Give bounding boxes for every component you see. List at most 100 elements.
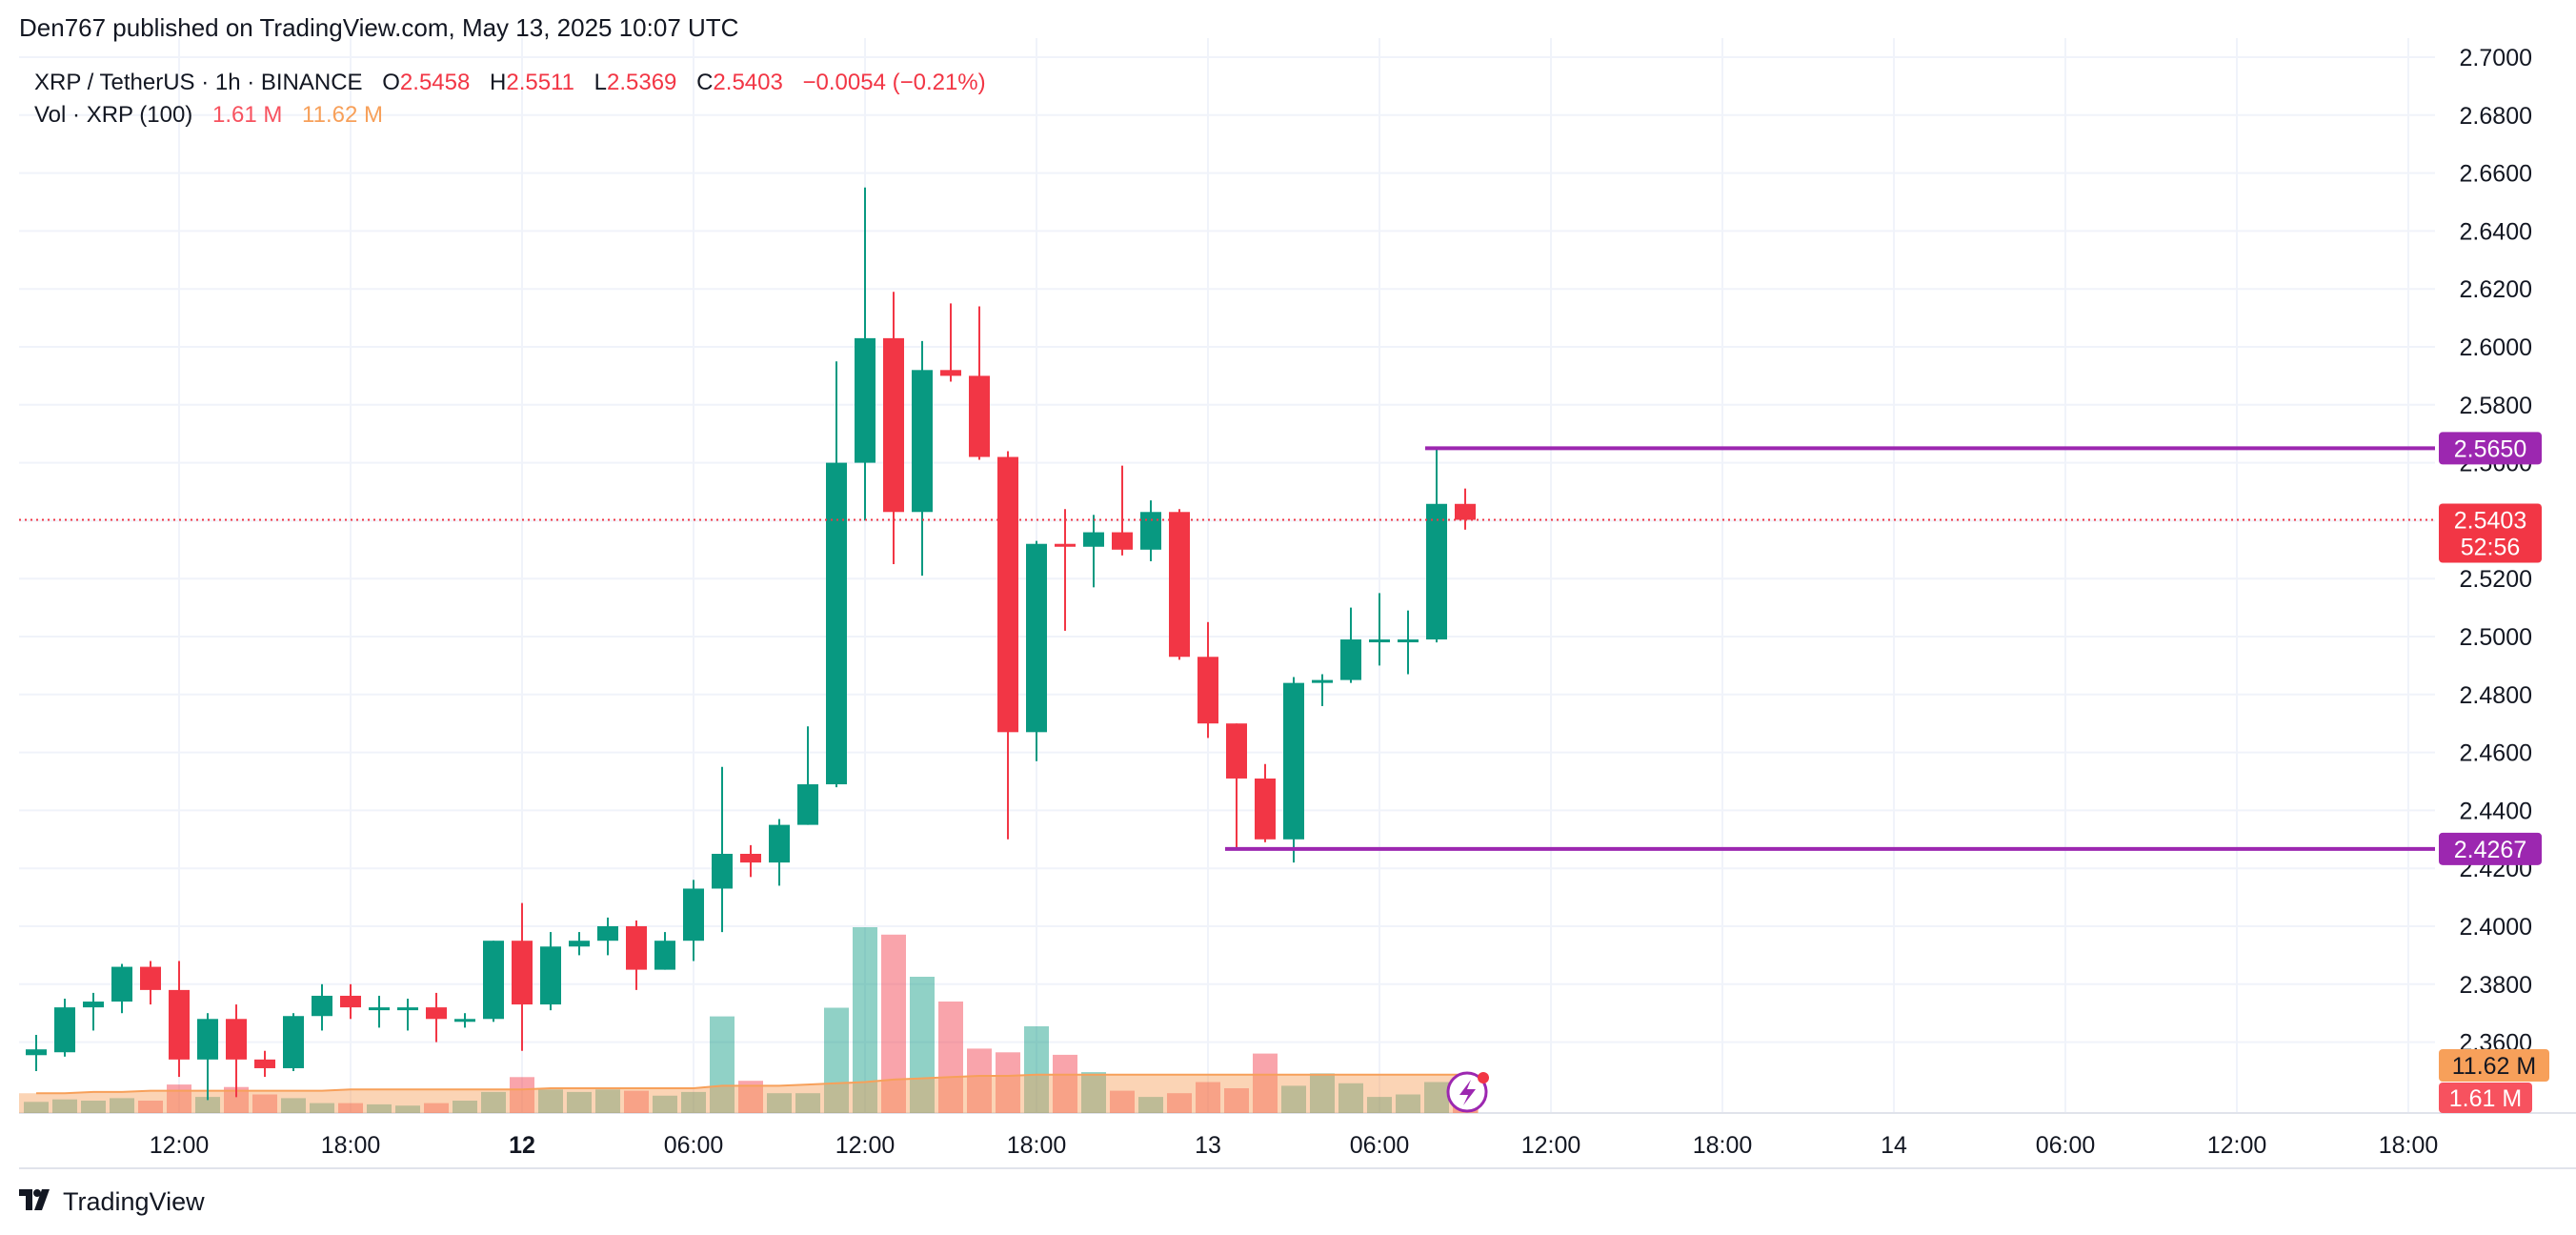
price-axis: 2.7000 2.6800 2.6600 2.6400 2.6200 2.6000 2.58…: [2439, 45, 2549, 1113]
volume-bar: [1053, 1054, 1077, 1113]
volume-bar: [1081, 1072, 1106, 1113]
legend-close-value: 2.5403: [713, 70, 783, 95]
brand-name: TradingView: [63, 1187, 205, 1216]
volume-bar: [967, 1048, 992, 1113]
volume-bar: [424, 1103, 449, 1113]
candle-down: [969, 375, 990, 457]
volume-bar: [338, 1103, 363, 1113]
volume-bar: [310, 1103, 334, 1113]
candle-up: [797, 784, 818, 825]
candle-up: [1398, 639, 1419, 643]
volume-bar: [1281, 1085, 1306, 1113]
volume-bar: [81, 1101, 106, 1113]
legend-open-value: 2.5458: [399, 70, 471, 95]
level-badge-label: 2.5650: [2454, 435, 2526, 462]
volume-bar: [281, 1098, 306, 1113]
lightning-icon[interactable]: [1446, 1071, 1489, 1113]
candle-up: [912, 370, 933, 513]
time-tick-label: 06:00: [1350, 1132, 1410, 1159]
time-tick-label: 12: [509, 1132, 535, 1159]
price-tick-label: 2.5800: [2460, 393, 2532, 419]
volume-bar: [910, 977, 935, 1113]
candle-down: [426, 1007, 447, 1020]
brand[interactable]: TradingView: [19, 1187, 205, 1217]
price-tick-label: 2.6800: [2460, 103, 2532, 130]
time-tick-label: 18:00: [1007, 1132, 1067, 1159]
volume-bar: [24, 1102, 49, 1113]
time-tick-label: 18:00: [321, 1132, 381, 1159]
volume-bar: [1310, 1073, 1335, 1113]
price-levels: [19, 446, 2435, 851]
legend-price-row: XRP / TetherUS · 1h · BINANCE O2.5458 H2…: [34, 67, 986, 99]
time-axis: 12:00 18:00 12 06:00 12:00 18:00 13 06:00 12:00 1…: [150, 1132, 2439, 1159]
grid: [19, 38, 2576, 1169]
candle-down: [140, 966, 161, 990]
candle-up: [83, 1002, 104, 1008]
price-tick-label: 2.6400: [2460, 218, 2532, 245]
volume-badge-label: 1.61 M: [2449, 1085, 2522, 1112]
candle-up: [1026, 543, 1047, 733]
volume-bar: [395, 1105, 420, 1113]
candle-up: [1426, 503, 1447, 640]
volume-ma-badge: [2439, 1049, 2549, 1082]
volume-ma-line: [36, 1073, 1465, 1095]
legend-symbol[interactable]: XRP / TetherUS · 1h · BINANCE: [34, 70, 363, 95]
volume-bar: [1396, 1094, 1420, 1113]
volume-bar: [938, 1002, 963, 1113]
time-tick-label: 13: [1195, 1132, 1221, 1159]
candle-up: [540, 946, 561, 1005]
volume-bar: [453, 1101, 477, 1113]
time-tick-label: 06:00: [664, 1132, 724, 1159]
candle-up: [483, 941, 504, 1020]
volume-bar: [624, 1090, 649, 1113]
time-tick-label: 06:00: [2036, 1132, 2096, 1159]
volume-bar: [1224, 1088, 1249, 1113]
volume-bar: [1024, 1026, 1049, 1113]
candle-down: [1055, 543, 1076, 547]
legend-close-label: C: [696, 70, 714, 95]
candle-up: [111, 966, 132, 1002]
candle-down: [1455, 503, 1476, 520]
volume-bar: [538, 1089, 563, 1113]
volume-bar: [567, 1091, 592, 1113]
candle-up: [1083, 532, 1104, 547]
legend-volume-label[interactable]: Vol · XRP (100): [34, 102, 193, 128]
candles: [26, 187, 1476, 1101]
price-tick-label: 2.3800: [2460, 972, 2532, 999]
candle-down: [940, 370, 961, 376]
candle-down: [1112, 532, 1133, 550]
candle-up: [712, 854, 733, 889]
volume-bar: [510, 1077, 534, 1113]
legend-open-label: O: [382, 70, 400, 95]
legend-volume-ma-value: 11.62 M: [302, 102, 383, 128]
legend-volume-value: 1.61 M: [211, 102, 283, 128]
countdown-label: 52:56: [2461, 534, 2521, 560]
candle-down: [1226, 723, 1247, 779]
time-tick-label: 12:00: [2207, 1132, 2267, 1159]
candle-up: [569, 941, 590, 947]
volume-bar: [681, 1091, 706, 1113]
volume-ma-layer: [19, 1073, 1479, 1113]
level-badge: [2439, 832, 2542, 865]
volume-bar: [595, 1089, 620, 1113]
volume-bar: [1367, 1097, 1392, 1113]
candle-up: [855, 337, 875, 463]
volume-bar: [1338, 1083, 1363, 1113]
candle-up: [312, 995, 332, 1017]
time-tick-label: 12:00: [835, 1132, 896, 1159]
candle-up: [1340, 639, 1361, 680]
volume-bar: [252, 1094, 277, 1113]
volume-bar: [881, 934, 906, 1113]
candle-down: [340, 995, 361, 1008]
time-tick-label: 14: [1881, 1132, 1907, 1159]
time-tick-label: 18:00: [2379, 1132, 2439, 1159]
volume-bars: [24, 927, 1478, 1113]
candle-up: [283, 1016, 304, 1068]
price-tick-label: 2.4400: [2460, 798, 2532, 824]
legend-high-value: 2.5511: [506, 70, 574, 95]
volume-bar: [996, 1052, 1020, 1113]
volume-bar: [1110, 1090, 1135, 1113]
volume-bar: [110, 1098, 134, 1113]
volume-bar: [767, 1093, 792, 1113]
